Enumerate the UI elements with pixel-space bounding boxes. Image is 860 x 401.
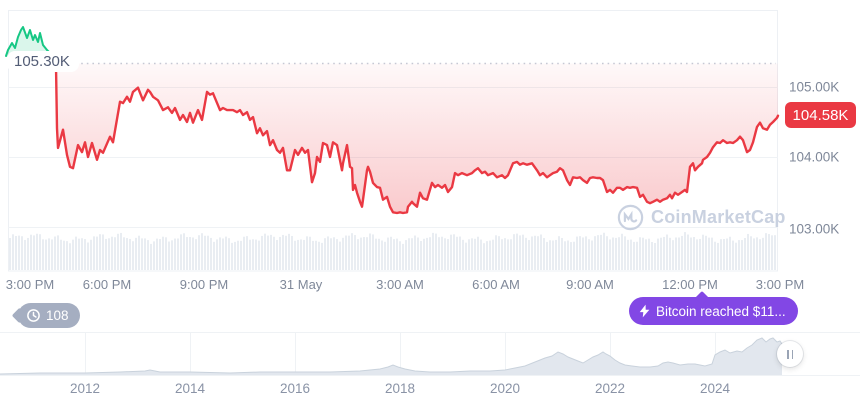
- x-axis-tick: 31 May: [279, 277, 323, 292]
- price-chart-plot-area[interactable]: [8, 10, 778, 271]
- x-axis-tick: 3:00 PM: [5, 277, 55, 292]
- x-axis-tick: 6:00 AM: [472, 277, 520, 292]
- lightning-bolt-icon: [639, 304, 650, 318]
- last-price-badge: 104.58K: [785, 102, 856, 128]
- navigator-drag-handle[interactable]: [777, 341, 803, 367]
- price-line: [54, 64, 780, 215]
- x-axis-tick: 6:00 PM: [82, 277, 132, 292]
- x-axis-tick: 9:00 PM: [179, 277, 229, 292]
- navigator-year-tick: 2024: [699, 381, 731, 396]
- navigator-year-tick: 2018: [384, 381, 416, 396]
- history-events-badge[interactable]: 108: [18, 303, 80, 328]
- y-axis-tick: 104.00K: [789, 149, 840, 165]
- timeline-navigator[interactable]: [0, 333, 782, 375]
- previous-close-label: 105.30K: [7, 51, 79, 72]
- navigator-year-tick: 2016: [279, 381, 311, 396]
- y-axis-tick: 103.00K: [789, 221, 840, 237]
- coinmarketcap-logo-icon: [617, 204, 644, 231]
- sparkline-line: [5, 26, 54, 57]
- history-clock-icon: [26, 308, 41, 323]
- event-annotation-text: Bitcoin reached $11...: [656, 303, 786, 319]
- navigator-chart: [0, 332, 860, 376]
- watermark-text: CoinMarketCap: [651, 207, 786, 227]
- y-axis-tick: 105.00K: [789, 79, 840, 95]
- history-count: 108: [46, 308, 69, 323]
- x-axis-tick: 3:00 AM: [376, 277, 424, 292]
- price-area-fill: [56, 63, 778, 213]
- navigator-year-tick: 2022: [594, 381, 626, 396]
- x-axis-tick: 12:00 PM: [662, 277, 718, 292]
- sparkline-fill: [6, 27, 53, 57]
- last-price-value: 104.58K: [792, 106, 849, 124]
- event-annotation-badge[interactable]: Bitcoin reached $11...: [629, 297, 798, 325]
- x-axis-tick: 9:00 AM: [566, 277, 614, 292]
- volume-bars: [9, 232, 776, 270]
- x-axis-tick: 3:00 PM: [755, 277, 805, 292]
- navigator-year-tick: 2020: [489, 381, 521, 396]
- navigator-year-tick: 2014: [174, 381, 206, 396]
- coinmarketcap-watermark: CoinMarketCap: [617, 204, 786, 231]
- navigator-year-tick: 2012: [69, 381, 101, 396]
